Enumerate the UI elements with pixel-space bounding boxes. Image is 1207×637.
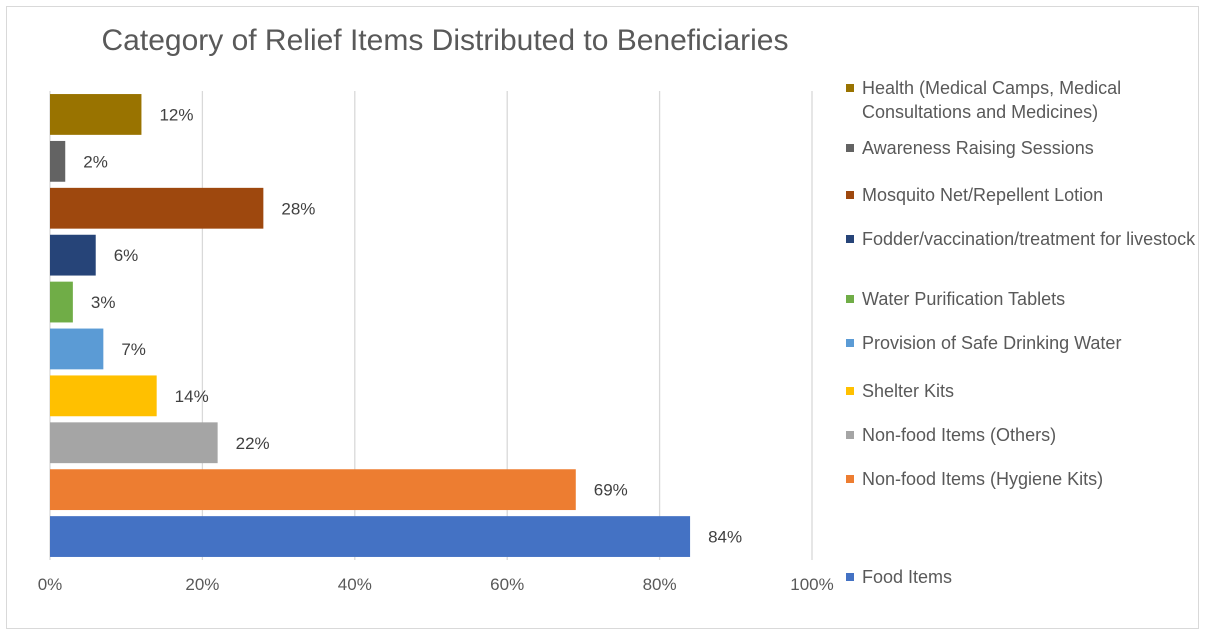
legend-item: Shelter Kits [846, 379, 1197, 403]
bar [50, 328, 104, 370]
legend-swatch [846, 235, 854, 243]
bar [50, 516, 691, 557]
legend-item: Health (Medical Camps, Medical Consultat… [846, 76, 1197, 124]
x-tick-label: 20% [185, 575, 219, 594]
legend-label: Food Items [862, 567, 953, 587]
legend-label: Non-food Items (Hygiene Kits) [862, 469, 1104, 489]
bar-value-label: 84% [708, 528, 742, 547]
x-tick-label: 60% [490, 575, 524, 594]
chart-title: Category of Relief Items Distributed to … [101, 24, 789, 57]
legend-swatch [846, 573, 854, 581]
x-tick-label: 100% [790, 575, 833, 594]
bar [50, 234, 96, 276]
bar [50, 281, 73, 323]
legend-item: Food Items [846, 565, 1197, 589]
legend-swatch [846, 144, 854, 152]
bar-value-label: 3% [91, 293, 116, 312]
bar-value-label: 22% [236, 434, 270, 453]
bar-value-label: 69% [594, 481, 628, 500]
legend-label: Shelter Kits [862, 381, 955, 401]
legend-swatch [846, 339, 854, 347]
legend-item: Non-food Items (Others) [846, 423, 1197, 447]
legend-swatch [846, 295, 854, 303]
legend-label: Health (Medical Camps, Medical Consultat… [862, 78, 1122, 122]
bar [50, 140, 66, 182]
legend-swatch [846, 431, 854, 439]
bar [50, 469, 576, 511]
bar [50, 422, 218, 464]
legend-item: Water Purification Tablets [846, 287, 1197, 311]
legend-swatch [846, 191, 854, 199]
legend-swatch [846, 475, 854, 483]
legend-label: Water Purification Tablets [862, 289, 1066, 309]
bar-value-label: 28% [281, 199, 315, 218]
legend-swatch [846, 387, 854, 395]
legend-item: Mosquito Net/Repellent Lotion [846, 183, 1197, 207]
legend-item: Provision of Safe Drinking Water [846, 331, 1197, 355]
bar-value-label: 2% [83, 152, 108, 171]
legend-item: Fodder/vaccination/treatment for livesto… [846, 227, 1197, 251]
legend-label: Non-food Items (Others) [862, 425, 1057, 445]
bar-value-label: 12% [159, 105, 193, 124]
x-tick-label: 0% [38, 575, 63, 594]
bar-value-label: 7% [121, 340, 146, 359]
bar [50, 375, 157, 417]
bar-value-label: 14% [175, 387, 209, 406]
legend-item: Non-food Items (Hygiene Kits) [846, 467, 1197, 491]
legend-item: Awareness Raising Sessions [846, 136, 1197, 160]
bar [50, 94, 142, 135]
bar [50, 187, 264, 229]
legend-label: Fodder/vaccination/treatment for livesto… [862, 229, 1196, 249]
x-tick-label: 80% [643, 575, 677, 594]
legend-swatch [846, 84, 854, 92]
legend-label: Awareness Raising Sessions [862, 138, 1094, 158]
legend-label: Provision of Safe Drinking Water [862, 333, 1122, 353]
bar-value-label: 6% [114, 246, 139, 265]
x-tick-label: 40% [338, 575, 372, 594]
legend-label: Mosquito Net/Repellent Lotion [862, 185, 1104, 205]
